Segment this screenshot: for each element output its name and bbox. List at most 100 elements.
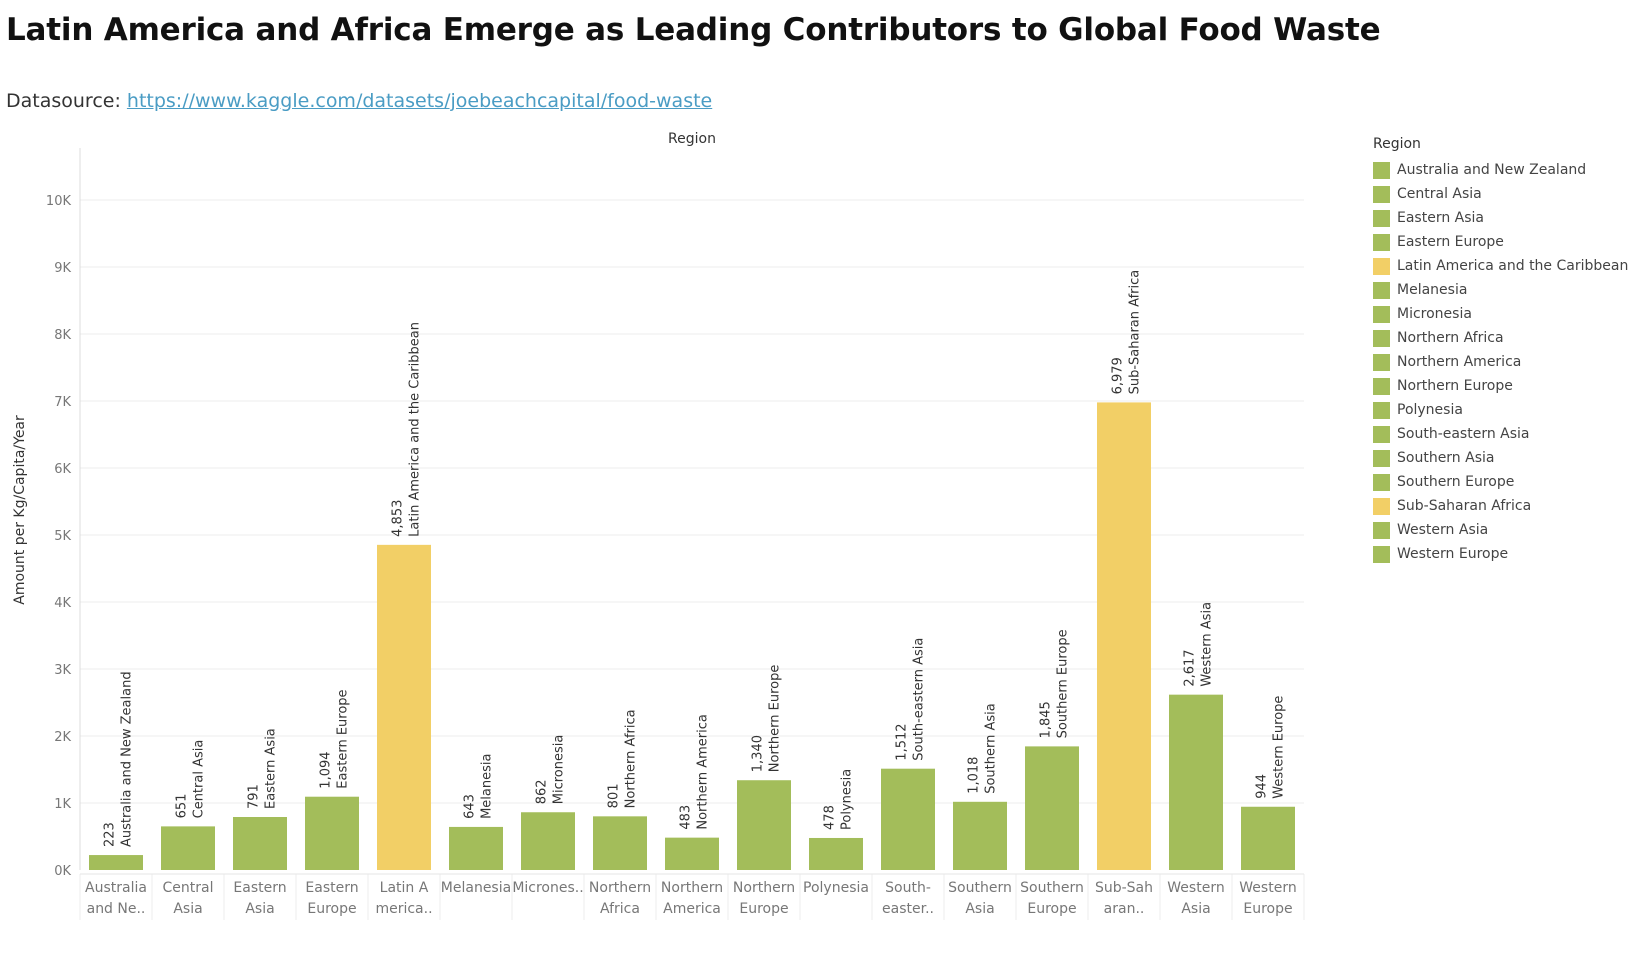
data-label-region: Micronesia	[552, 735, 567, 805]
legend-label: Northern Africa	[1397, 330, 1504, 346]
data-label-region: South-eastern Asia	[912, 638, 927, 761]
data-label-region: Central Asia	[192, 740, 207, 819]
legend-swatch	[1373, 281, 1390, 299]
bar[interactable]	[1169, 694, 1223, 870]
legend-label: Southern Asia	[1397, 450, 1495, 466]
data-label-region: Australia and New Zealand	[120, 671, 135, 847]
bar[interactable]	[233, 817, 287, 870]
bar[interactable]	[89, 855, 143, 870]
x-tick-label: Asia	[965, 901, 994, 917]
data-label-value: 643	[463, 794, 478, 819]
legend-item[interactable]: South-eastern Asia	[1373, 422, 1628, 446]
x-tick-label: Southern	[1020, 880, 1084, 896]
x-tick-label: Polynesia	[803, 880, 869, 896]
chart-title: Latin America and Africa Emerge as Leadi…	[6, 12, 1381, 48]
bar[interactable]	[809, 837, 863, 870]
bar[interactable]	[1025, 746, 1079, 870]
data-label-region: Northern America	[696, 714, 711, 829]
legend-item[interactable]: Polynesia	[1373, 398, 1628, 422]
legend-swatch	[1373, 329, 1390, 347]
bar[interactable]	[1097, 402, 1151, 870]
x-tick-label: Asia	[173, 901, 202, 917]
legend-item[interactable]: Australia and New Zealand	[1373, 158, 1628, 182]
data-label-value: 944	[1255, 774, 1270, 799]
legend-swatch	[1373, 401, 1390, 419]
legend-swatch	[1373, 545, 1390, 563]
x-tick-label: Eastern	[305, 880, 358, 896]
legend-item[interactable]: Western Europe	[1373, 542, 1628, 566]
bar[interactable]	[665, 837, 719, 870]
legend-label: Western Europe	[1397, 546, 1509, 562]
data-label-region: Sub-Saharan Africa	[1128, 270, 1143, 395]
data-label-value: 1,018	[967, 757, 982, 794]
legend-swatch	[1373, 473, 1390, 491]
legend-swatch	[1373, 521, 1390, 539]
legend-label: Northern Europe	[1397, 378, 1513, 394]
data-label-value: 1,340	[751, 735, 766, 772]
legend-item[interactable]: Western Asia	[1373, 518, 1628, 542]
y-tick-label: 0K	[54, 864, 71, 879]
data-label-region: Eastern Europe	[336, 689, 351, 788]
x-tick-label: Western	[1239, 880, 1296, 896]
x-tick-label: Central	[163, 880, 214, 896]
legend-item[interactable]: Eastern Europe	[1373, 230, 1628, 254]
x-tick-label: Sub-Sah	[1095, 880, 1153, 896]
data-label-value: 223	[103, 822, 118, 847]
legend-item[interactable]: Central Asia	[1373, 182, 1628, 206]
y-tick-label: 1K	[54, 797, 71, 812]
data-label-value: 2,617	[1183, 649, 1198, 686]
data-label-region: Melanesia	[480, 754, 495, 819]
legend-item[interactable]: Melanesia	[1373, 278, 1628, 302]
legend-item[interactable]: Southern Asia	[1373, 446, 1628, 470]
bar[interactable]	[1241, 806, 1295, 870]
legend-item[interactable]: Latin America and the Caribbean	[1373, 254, 1628, 278]
y-tick-label: 5K	[54, 529, 71, 544]
bar-chart: Region 0K 1K 2K 3K 4K 5K 6K 7K 8K 9K 10K Amount per …	[12, 131, 1305, 920]
data-label-region: Northern Europe	[768, 665, 783, 773]
data-label-value: 4,853	[391, 500, 406, 537]
bar[interactable]	[593, 816, 647, 870]
data-label-value: 478	[823, 805, 838, 830]
bar[interactable]	[305, 796, 359, 870]
x-tick-label: Australia	[85, 880, 147, 896]
legend-item[interactable]: Sub-Saharan Africa	[1373, 494, 1628, 518]
data-label-region: Western Europe	[1272, 696, 1287, 799]
x-tick-label: Africa	[600, 901, 640, 917]
data-label-value: 791	[247, 784, 262, 809]
bar[interactable]	[449, 826, 503, 870]
bar[interactable]	[377, 544, 431, 870]
x-tick-label: South-	[885, 880, 931, 896]
legend-swatch	[1373, 209, 1390, 227]
data-label-region: Western Asia	[1200, 602, 1215, 687]
data-label-region: Eastern Asia	[264, 728, 279, 809]
y-tick-label: 9K	[54, 261, 71, 276]
legend-label: Central Asia	[1397, 186, 1482, 202]
bar[interactable]	[881, 768, 935, 870]
x-tick-label: merica..	[375, 901, 432, 917]
legend-item[interactable]: Micronesia	[1373, 302, 1628, 326]
datasource-prefix: Datasource:	[6, 90, 127, 112]
legend-item[interactable]: Eastern Asia	[1373, 206, 1628, 230]
legend-item[interactable]: Northern America	[1373, 350, 1628, 374]
legend-label: Sub-Saharan Africa	[1397, 498, 1532, 514]
x-tick-label: aran..	[1104, 901, 1145, 917]
legend-swatch	[1373, 305, 1390, 323]
y-axis-title: Amount per Kg/Capita/Year	[12, 415, 28, 605]
legend-swatch	[1373, 161, 1390, 179]
legend-label: Western Asia	[1397, 522, 1489, 538]
bar[interactable]	[737, 780, 791, 870]
datasource-link[interactable]: https://www.kaggle.com/datasets/joebeach…	[126, 90, 713, 112]
bar[interactable]	[161, 826, 215, 870]
data-label-value: 6,979	[1111, 357, 1126, 394]
bar[interactable]	[953, 801, 1007, 870]
legend-item[interactable]: Northern Europe	[1373, 374, 1628, 398]
legend-item[interactable]: Northern Africa	[1373, 326, 1628, 350]
column-header: Region	[668, 131, 716, 147]
data-label-region: Polynesia	[840, 769, 855, 830]
x-tick-label: Micrones..	[512, 880, 583, 896]
data-label-value: 483	[679, 805, 694, 830]
legend-label: Southern Europe	[1397, 474, 1515, 490]
bar[interactable]	[521, 812, 575, 870]
legend-item[interactable]: Southern Europe	[1373, 470, 1628, 494]
x-tick-label: Europe	[307, 901, 356, 917]
